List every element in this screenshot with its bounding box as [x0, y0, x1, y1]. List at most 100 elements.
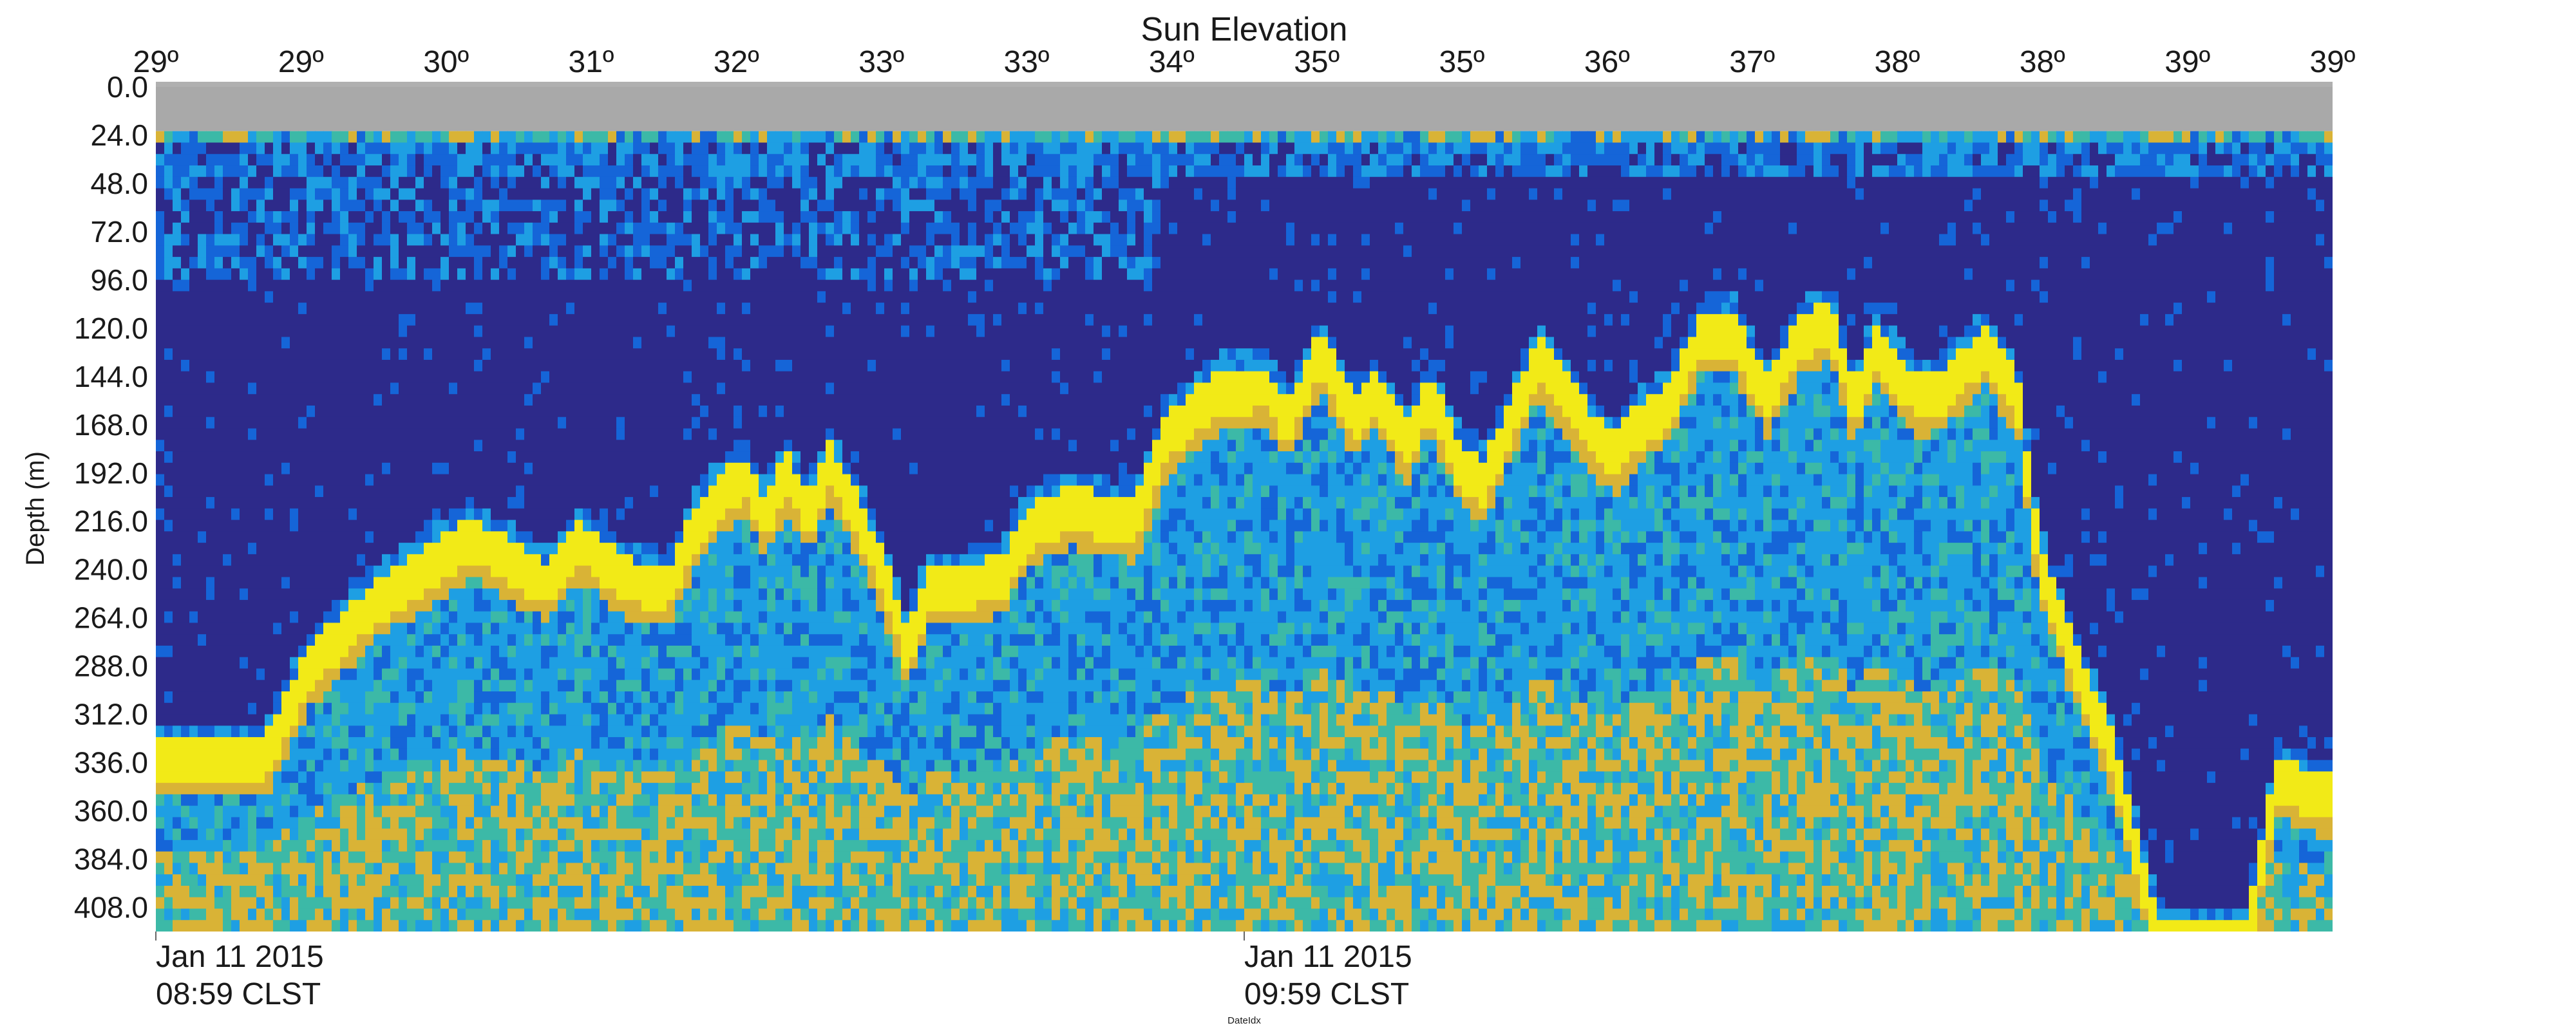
heatmap-cell [156, 543, 165, 555]
heatmap-cell [181, 188, 190, 200]
heatmap-cell [273, 897, 282, 910]
heatmap-cell [650, 885, 659, 898]
heatmap-cell [332, 794, 341, 807]
heatmap-cell [340, 623, 349, 635]
heatmap-cell [717, 234, 726, 246]
heatmap-cell [307, 863, 316, 875]
heatmap-cell [323, 474, 332, 486]
heatmap-cell [432, 371, 441, 384]
heatmap-cell [558, 508, 567, 521]
heatmap-cell [390, 257, 399, 269]
heatmap-cell [248, 211, 257, 223]
heatmap-cell [491, 737, 500, 749]
heatmap-cell [734, 303, 743, 315]
heatmap-cell [708, 851, 717, 864]
heatmap-cell [591, 691, 600, 704]
heatmap-cell [390, 440, 399, 452]
heatmap-cell [290, 874, 299, 886]
heatmap-cell [683, 543, 692, 555]
heatmap-cell [591, 714, 600, 726]
heatmap-cell [742, 485, 751, 498]
heatmap-cell [164, 577, 173, 589]
heatmap-cell [491, 337, 500, 349]
heatmap-cell [240, 200, 249, 212]
heatmap-cell [750, 165, 759, 178]
heatmap-cell [683, 176, 692, 189]
heatmap-cell [382, 691, 391, 704]
heatmap-cell [633, 623, 642, 635]
heatmap-cell [189, 691, 198, 704]
heatmap-cell [231, 211, 240, 223]
heatmap-cell [181, 131, 190, 144]
heatmap-cell [290, 245, 299, 258]
heatmap-cell [608, 771, 617, 783]
heatmap-cell [198, 748, 207, 761]
heatmap-cell [365, 440, 374, 452]
heatmap-cell [566, 543, 575, 555]
heatmap-cell [323, 405, 332, 418]
heatmap-cell [357, 417, 366, 429]
heatmap-cell [390, 623, 399, 635]
heatmap-cell [214, 531, 223, 543]
heatmap-cell [667, 920, 676, 932]
heatmap-cell [390, 714, 399, 726]
heatmap-cell [641, 748, 650, 761]
heatmap-cell [625, 771, 634, 783]
heatmap-cell [625, 291, 634, 303]
heatmap-cell [374, 428, 383, 440]
heatmap-cell [734, 680, 743, 692]
heatmap-cell [700, 760, 709, 772]
heatmap-cell [340, 531, 349, 543]
heatmap-cell [734, 623, 743, 635]
heatmap-cell [399, 829, 408, 841]
heatmap-cell [457, 794, 466, 807]
heatmap-cell [708, 531, 717, 543]
heatmap-cell [273, 428, 282, 440]
heatmap-cell [566, 268, 575, 281]
heatmap-cell [524, 440, 533, 452]
heatmap-cell [507, 405, 516, 418]
heatmap-cell [198, 783, 207, 795]
heatmap-cell [206, 863, 215, 875]
heatmap-cell [625, 142, 634, 154]
heatmap-cell [667, 359, 676, 372]
heatmap-cell [298, 337, 307, 349]
heatmap-cell [541, 451, 550, 464]
heatmap-cell [323, 726, 332, 738]
heatmap-cell [357, 783, 366, 795]
heatmap-cell [256, 599, 265, 612]
heatmap-cell [307, 623, 316, 635]
heatmap-cell [558, 531, 567, 543]
heatmap-cell [399, 382, 408, 395]
heatmap-cell [198, 279, 207, 292]
heatmap-cell [658, 451, 667, 464]
heatmap-cell [206, 577, 215, 589]
heatmap-cell [700, 291, 709, 303]
heatmap-cell [415, 245, 424, 258]
heatmap-cell [290, 737, 299, 749]
heatmap-cell [667, 211, 676, 223]
heatmap-cell [290, 222, 299, 235]
heatmap-cell [173, 405, 182, 418]
heatmap-cell [641, 394, 650, 406]
heatmap-cell [574, 805, 583, 818]
heatmap-cell [507, 920, 516, 932]
heatmap-cell [700, 382, 709, 395]
heatmap-cell [583, 748, 592, 761]
heatmap-cell [491, 543, 500, 555]
heatmap-cell [625, 680, 634, 692]
heatmap-cell [625, 428, 634, 440]
heatmap-cell [449, 497, 458, 509]
heatmap-cell [407, 337, 416, 349]
heatmap-cell [432, 165, 441, 178]
heatmap-cell [281, 817, 290, 829]
heatmap-cell [223, 588, 232, 601]
heatmap-cell [214, 851, 223, 864]
heatmap-cell [290, 714, 299, 726]
heatmap-cell [365, 142, 374, 154]
heatmap-cell [700, 325, 709, 338]
heatmap-cell [189, 382, 198, 395]
heatmap-cell [717, 874, 726, 886]
heatmap-cell [407, 829, 416, 841]
heatmap-cell [206, 726, 215, 738]
